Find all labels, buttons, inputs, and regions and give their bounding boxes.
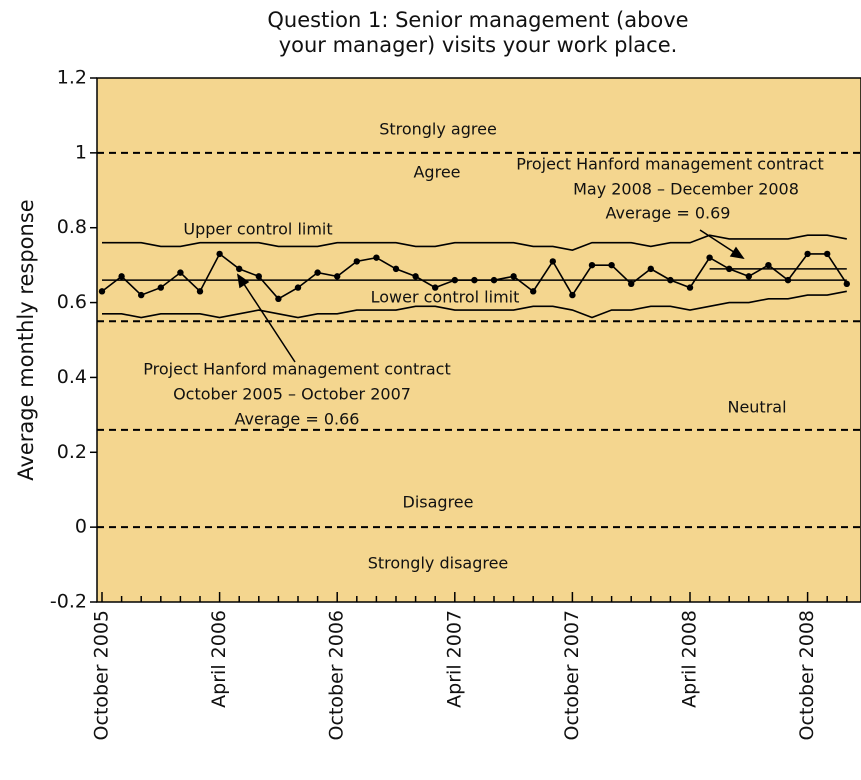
data-point	[530, 288, 537, 295]
arrowhead	[236, 273, 250, 289]
data-point	[824, 250, 831, 258]
data-point	[373, 254, 380, 261]
data-point	[510, 273, 517, 280]
x-tick-label: October 2008	[796, 610, 818, 740]
y-tick-label: 0.2	[57, 441, 87, 463]
data-point	[118, 273, 125, 280]
data-point	[196, 288, 204, 295]
data-point	[628, 280, 635, 288]
data-point	[216, 250, 223, 258]
data-point	[392, 265, 400, 273]
x-tick-label: April 2007	[443, 610, 465, 708]
data-point	[804, 250, 811, 258]
data-point	[588, 261, 596, 269]
data-point	[177, 269, 184, 276]
zone-label: Agree	[413, 163, 460, 182]
y-tick-label: 1	[75, 141, 87, 163]
annotation: May 2008 – December 2008	[573, 180, 799, 199]
y-tick-label: 0.8	[57, 216, 87, 238]
data-point	[647, 265, 654, 273]
data-point	[294, 284, 302, 291]
data-point	[608, 261, 615, 269]
data-point	[255, 273, 262, 280]
chart-title: your manager) visits your work place.	[279, 33, 678, 57]
data-point	[236, 265, 243, 273]
annotation: Average = 0.66	[235, 410, 360, 429]
x-tick-label: October 2005	[91, 610, 113, 740]
data-point	[843, 280, 850, 288]
arrows	[236, 229, 745, 363]
series-label: Lower control limit	[371, 288, 520, 307]
x-tick-label: October 2006	[326, 610, 348, 740]
y-tick-label: 0	[75, 516, 87, 538]
data-point	[745, 273, 752, 280]
data-point	[334, 273, 341, 280]
x-tick-label: April 2008	[679, 610, 701, 708]
x-tick-label: October 2007	[561, 610, 583, 740]
annotation: Project Hanford management contract	[143, 360, 450, 379]
series-label: Upper control limit	[183, 220, 332, 239]
zone-label: Strongly disagree	[368, 554, 509, 573]
data-point	[98, 288, 106, 295]
zone-label: Disagree	[403, 493, 474, 512]
plot-area	[96, 77, 861, 603]
zone-label: Strongly agree	[379, 120, 497, 139]
annotation: October 2005 – October 2007	[173, 385, 411, 404]
arrowhead	[729, 246, 745, 260]
y-tick-label: 0.4	[57, 366, 87, 388]
data-point	[412, 273, 419, 280]
data-point	[138, 291, 145, 299]
annotation: Project Hanford management contract	[516, 155, 823, 174]
y-tick-label: 0.6	[57, 291, 87, 313]
data-point	[157, 284, 164, 291]
annotation: Average = 0.69	[606, 204, 731, 223]
chart-title: Question 1: Senior management (above	[267, 8, 688, 32]
data-point	[569, 291, 576, 299]
data-point	[706, 254, 713, 261]
data-point	[353, 258, 360, 265]
data-point	[686, 284, 694, 291]
arrow	[237, 274, 296, 363]
series-line	[102, 290, 847, 319]
data-point	[314, 269, 321, 276]
y-tick-label: 1.2	[57, 67, 87, 89]
y-tick-label: -0.2	[50, 591, 87, 613]
data-point	[549, 258, 556, 265]
data-point	[432, 284, 439, 291]
zone-label: Neutral	[727, 398, 786, 417]
data-point	[275, 295, 282, 303]
data-point	[765, 261, 772, 269]
x-tick-label: April 2006	[208, 610, 230, 708]
series-line	[102, 234, 847, 251]
y-axis-label: Average monthly response	[14, 199, 38, 480]
